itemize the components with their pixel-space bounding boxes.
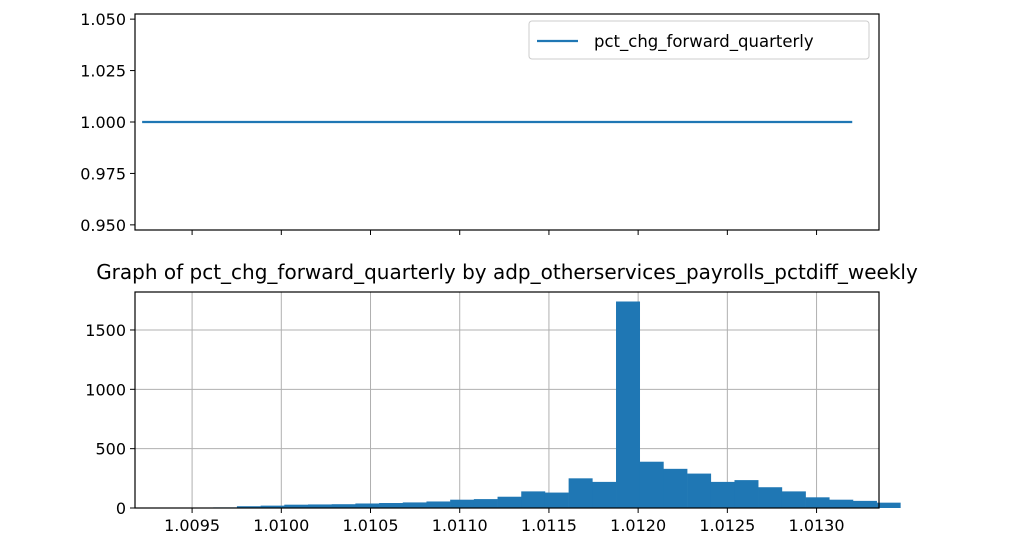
- histogram-bar: [734, 480, 759, 508]
- y-tick-label: 0.975: [80, 164, 126, 183]
- histogram-x-axis: 1.0095 1.0100 1.0105 1.0110 1.0115 1.0120 1.01…: [164, 508, 845, 535]
- histogram-bar: [616, 301, 641, 508]
- y-tick-label: 1.050: [80, 10, 126, 29]
- line-chart-x-axis: [191, 230, 818, 235]
- y-tick-label: 500: [95, 440, 126, 459]
- histogram-bar: [805, 497, 830, 508]
- histogram-bar: [639, 461, 664, 508]
- line-chart-y-axis: 0.950 0.975 1.000 1.025 1.050: [80, 10, 135, 235]
- histogram-bar: [331, 504, 356, 508]
- histogram-y-axis: 0 500 1000 1500: [85, 321, 135, 518]
- histogram-bar: [284, 504, 309, 508]
- legend: pct_chg_forward_quarterly: [528, 20, 870, 60]
- histogram-bar: [687, 473, 712, 508]
- x-tick-label: 1.0130: [789, 516, 845, 535]
- histogram-bar: [592, 481, 617, 508]
- histogram-bar: [829, 499, 854, 508]
- line-chart-frame: [134, 13, 880, 231]
- histogram-bar: [450, 499, 475, 508]
- histogram-bar: [521, 491, 546, 508]
- legend-box: [528, 20, 870, 60]
- y-tick-label: 1000: [85, 380, 126, 399]
- histogram-bar: [473, 499, 498, 508]
- histogram-bar: [710, 481, 735, 508]
- histogram-bar: [355, 503, 380, 508]
- histogram-chart: Graph of pct_chg_forward_quarterly by ad…: [85, 260, 918, 535]
- histogram-bar: [379, 503, 404, 508]
- y-tick-label: 1.025: [80, 62, 126, 81]
- histogram-bar: [568, 478, 593, 508]
- line-chart: 0.950 0.975 1.000 1.025 1.050 pct_chg_forwar…: [80, 10, 880, 235]
- histogram-bar: [758, 487, 783, 508]
- histogram-bar: [781, 491, 806, 508]
- histogram-bar: [876, 502, 901, 508]
- x-tick-label: 1.0100: [253, 516, 309, 535]
- histogram-grid: [135, 292, 879, 509]
- histogram-bar: [497, 496, 522, 508]
- x-tick-label: 1.0120: [610, 516, 666, 535]
- histogram-bar: [260, 505, 285, 508]
- histogram-bar: [236, 506, 261, 508]
- histogram-bar: [852, 500, 877, 508]
- x-tick-label: 1.0115: [521, 516, 577, 535]
- histogram-bar: [426, 501, 451, 508]
- x-tick-label: 1.0095: [164, 516, 220, 535]
- x-tick-label: 1.0110: [432, 516, 488, 535]
- legend-label: pct_chg_forward_quarterly: [594, 32, 814, 52]
- y-tick-label: 1.000: [80, 113, 126, 132]
- y-tick-label: 1500: [85, 321, 126, 340]
- chart-title: Graph of pct_chg_forward_quarterly by ad…: [96, 260, 918, 284]
- histogram-bar: [663, 468, 688, 508]
- y-tick-label: 0: [116, 499, 126, 518]
- x-tick-label: 1.0105: [343, 516, 399, 535]
- y-tick-label: 0.950: [80, 216, 126, 235]
- x-tick-label: 1.0125: [699, 516, 755, 535]
- histogram-bar: [307, 504, 332, 508]
- histogram-frame: [134, 291, 880, 509]
- histogram-bar: [544, 492, 569, 508]
- histogram-bar: [402, 502, 427, 508]
- histogram-bars: [142, 301, 901, 508]
